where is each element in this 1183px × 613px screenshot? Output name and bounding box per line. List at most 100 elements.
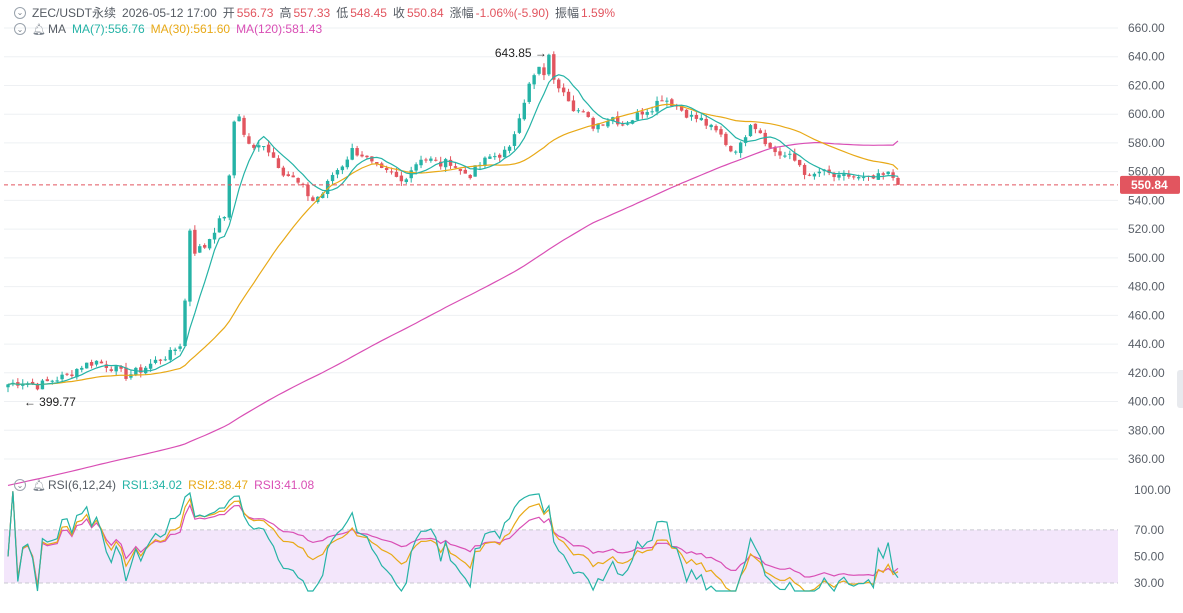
price-tick-label: 440.00 [1128, 337, 1165, 351]
candle-body [488, 156, 492, 159]
candle-body [566, 91, 571, 102]
rsi-label: RSI(6,12,24) [47, 478, 117, 492]
candle-body [463, 169, 467, 174]
chevron-down-icon[interactable]: ⌄ [14, 6, 26, 19]
candle-body [119, 366, 123, 369]
chevron-down-icon[interactable]: ⌄ [14, 23, 26, 35]
candle-body [758, 130, 763, 134]
candle-body [153, 359, 158, 363]
candle-body [709, 124, 713, 128]
candle-body [458, 168, 463, 171]
high-value: 557.33 [293, 5, 331, 20]
chevron-down-icon[interactable]: ⌄ [14, 479, 26, 491]
price-tick-label: 640.00 [1128, 50, 1165, 64]
candle-body [419, 159, 423, 166]
candle-body [522, 102, 526, 120]
symbol-label: ZEC/USDT永续 [32, 6, 117, 20]
candle-body [620, 124, 625, 126]
candle-body [21, 383, 25, 386]
candle-body [699, 117, 704, 121]
candle-body [193, 229, 197, 254]
candle-body [45, 379, 50, 382]
candle-body [60, 374, 64, 380]
candle-body [350, 148, 354, 160]
candle-body [242, 117, 246, 135]
candle-body [335, 170, 340, 175]
candle-body [207, 239, 212, 249]
candle-body [55, 380, 59, 382]
close-label: 收 [392, 6, 405, 20]
candle-body [158, 359, 163, 361]
bell-icon[interactable]: 🔔︎ [32, 479, 46, 492]
rsi2-value: RSI2:38.47 [188, 478, 249, 492]
amplitude-label: 振幅 [555, 6, 580, 20]
candle-body [340, 166, 345, 171]
candle-body [271, 152, 276, 158]
close-value: 550.84 [406, 5, 444, 20]
candle-body [104, 364, 109, 368]
bell-icon[interactable]: 🔔︎ [32, 23, 46, 36]
candle-body [856, 177, 861, 179]
candle-body [571, 100, 576, 112]
candle-body [35, 383, 40, 390]
candle-body [247, 136, 251, 144]
rsi1-line [7, 491, 899, 593]
candle-body [483, 157, 487, 166]
candle-body [645, 112, 649, 115]
candle-body [222, 217, 227, 219]
candle-body [109, 369, 113, 371]
candle-body [537, 66, 541, 74]
candle-body [134, 367, 138, 376]
candle-body [404, 179, 408, 183]
candle-body [202, 245, 207, 248]
candle-body [581, 111, 586, 113]
candle-body [330, 174, 335, 182]
candle-body [778, 151, 782, 156]
candle-body [650, 111, 654, 113]
candle-body [793, 153, 797, 161]
candle-body [498, 154, 502, 158]
candle-body [783, 155, 787, 157]
candle-body [861, 177, 866, 179]
price-tick-label: 480.00 [1128, 280, 1165, 294]
rsi-band [4, 529, 1118, 583]
candle-body [453, 166, 458, 168]
candle-body [311, 197, 315, 201]
candle-body [468, 174, 472, 179]
candle-body [188, 230, 192, 302]
candle-body [424, 159, 428, 161]
candle-body [797, 159, 802, 166]
candle-body [512, 134, 517, 146]
candle-body [527, 83, 531, 102]
price-tick-label: 500.00 [1128, 251, 1165, 265]
candle-body [296, 178, 300, 183]
low-value: 548.45 [350, 5, 387, 20]
candle-body [232, 121, 236, 176]
candle-body [547, 54, 551, 75]
candle-body [753, 123, 758, 130]
change-value: -1.06%(-5.90) [475, 5, 550, 20]
candle-body [40, 380, 45, 390]
price-tick-label: 520.00 [1128, 222, 1165, 236]
candle-body [257, 145, 261, 148]
candle-body [6, 384, 10, 388]
candle-body [660, 100, 664, 102]
candle-body [734, 151, 738, 153]
candle-body [370, 156, 374, 162]
panel-collapse-handle[interactable] [1177, 370, 1183, 408]
candle-body [729, 146, 733, 152]
candle-body [414, 164, 418, 171]
candle-body [399, 175, 404, 182]
candle-body [606, 121, 610, 127]
candle-body [881, 173, 885, 175]
candle-body [812, 173, 817, 177]
ma120-value: MA(120):581.43 [236, 22, 323, 36]
candle-body [670, 99, 674, 107]
candle-body [847, 174, 851, 177]
candle-body [827, 169, 831, 174]
price-tick-label: 420.00 [1128, 366, 1165, 380]
price-tick-label: 560.00 [1128, 165, 1165, 179]
candle-body [532, 75, 536, 85]
